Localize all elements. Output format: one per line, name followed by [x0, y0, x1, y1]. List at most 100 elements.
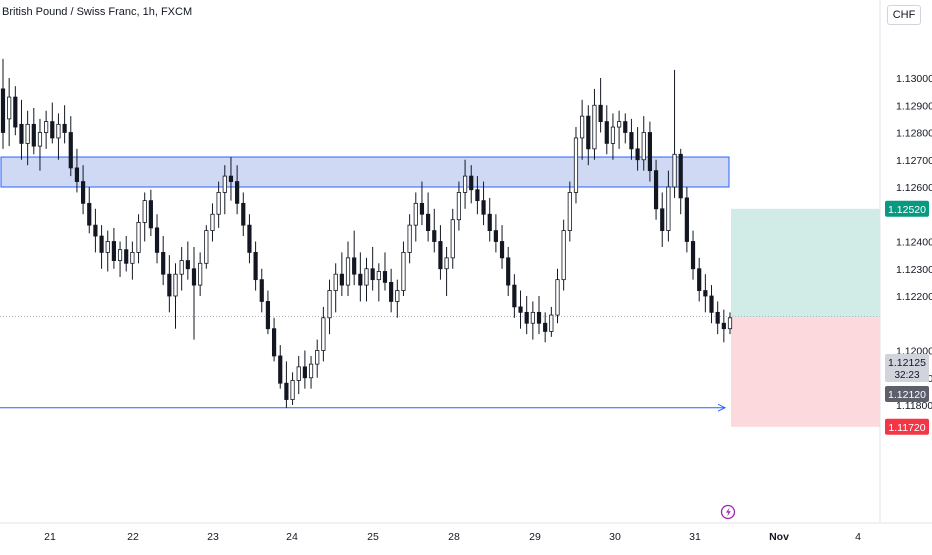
candle [715, 301, 720, 335]
time-axis[interactable]: 21 22 23 24 25 28 29 30 31 Nov 4 [44, 531, 861, 543]
candle [99, 225, 104, 269]
candle-body [210, 213, 215, 232]
candle [407, 214, 412, 264]
candle [573, 127, 579, 204]
candle-body [370, 268, 375, 281]
candle-body [462, 175, 468, 193]
candle-body [278, 355, 283, 384]
candle-body [315, 350, 320, 365]
time-tick-label: 4 [855, 531, 861, 543]
candle-body [567, 192, 572, 231]
candle-body [74, 167, 80, 182]
candle [672, 69, 677, 198]
time-tick-label: 21 [44, 531, 56, 543]
candle-body [610, 126, 616, 144]
candle [136, 214, 141, 264]
candle [241, 192, 246, 237]
candle-body [604, 121, 609, 144]
candle-body [130, 251, 135, 264]
candle [524, 296, 529, 335]
candle-body [204, 230, 209, 264]
candle-body [19, 123, 24, 144]
price-tick-label: 1.13000 [896, 73, 932, 85]
candle-body [117, 249, 123, 261]
candle [536, 296, 542, 335]
candle [13, 86, 18, 136]
candle [623, 113, 628, 144]
candle [74, 148, 80, 193]
price-tick-label: 1.12200 [896, 291, 932, 303]
candle-body [660, 208, 665, 232]
stop-loss-badge-bg [885, 418, 929, 435]
candle [635, 127, 640, 171]
stop-area[interactable] [731, 317, 880, 427]
alert-icon[interactable] [720, 504, 736, 520]
candle [117, 241, 123, 277]
candle [610, 113, 616, 160]
candle [31, 107, 36, 155]
candle-body [0, 88, 6, 133]
candle [660, 192, 665, 247]
time-tick-label: 28 [448, 531, 460, 543]
candle-body [68, 132, 73, 169]
candle [154, 214, 160, 264]
candle [25, 110, 30, 166]
candle [308, 355, 314, 389]
candle-body [93, 224, 98, 237]
candle [413, 192, 418, 242]
candle-body [438, 241, 443, 270]
bid-price-badge-text: 1.12120 [888, 389, 926, 401]
candle-body [99, 235, 104, 253]
candles [0, 58, 733, 408]
candle-body [25, 123, 30, 144]
candle-body [13, 96, 18, 128]
take-profit-badge: 1.12520 [885, 200, 929, 217]
candle [284, 361, 289, 408]
candle-body [37, 132, 43, 147]
currency-button[interactable]: CHF [887, 5, 921, 25]
take-profit-badge-text: 1.12520 [888, 204, 926, 216]
candle-body [555, 279, 560, 316]
candle [549, 306, 554, 337]
candle [105, 230, 110, 272]
candle [271, 317, 277, 362]
candle-body [185, 260, 190, 270]
supply-demand-zone[interactable] [0, 156, 730, 188]
candle [179, 246, 184, 291]
candle [481, 181, 486, 226]
candle [253, 241, 258, 291]
candle-body [450, 219, 455, 259]
candle [555, 268, 560, 324]
candle-body [592, 104, 597, 150]
candle-body [345, 257, 351, 286]
candle-body [678, 153, 683, 199]
target-area[interactable] [731, 208, 880, 318]
candle-body [50, 121, 55, 139]
time-tick-label: 29 [529, 531, 541, 543]
candle [395, 279, 400, 318]
candle-body [629, 132, 634, 150]
candle [204, 225, 209, 269]
candle [432, 208, 437, 253]
candle [426, 192, 431, 242]
candle-body [684, 197, 689, 242]
candle-body [259, 279, 264, 302]
candle-body [407, 224, 412, 253]
candle [518, 290, 523, 329]
candle-body [253, 251, 258, 281]
candle-body [111, 241, 116, 261]
candle-body [586, 115, 591, 150]
candle-body [327, 290, 332, 319]
candle [124, 236, 129, 272]
candle-body [524, 311, 529, 324]
candle [376, 263, 381, 302]
candle-body [444, 257, 449, 270]
candle [296, 355, 301, 395]
candle [339, 252, 344, 296]
candle-body [506, 257, 511, 286]
candle-body [216, 192, 221, 215]
